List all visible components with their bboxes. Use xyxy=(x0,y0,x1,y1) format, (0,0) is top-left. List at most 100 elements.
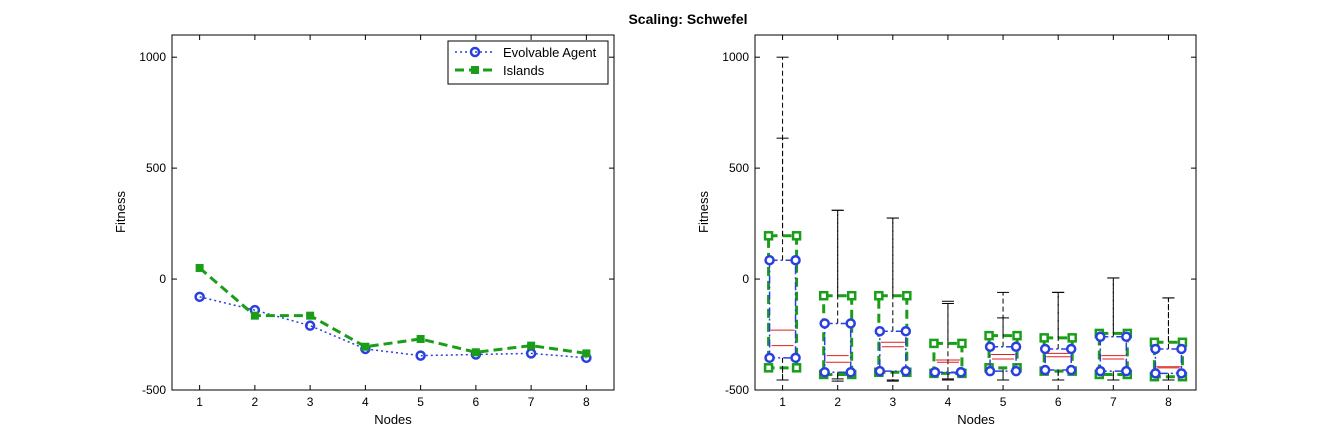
box-corner-marker-agent xyxy=(1150,343,1161,355)
box-corner-marker-islands xyxy=(846,290,857,301)
data-point-agent xyxy=(415,350,426,361)
legend-agent-label: Evolvable Agent xyxy=(503,45,597,60)
box-corner-marker-islands xyxy=(791,363,802,373)
box-corner-marker-islands xyxy=(791,231,802,241)
box-corner-marker-islands xyxy=(929,338,939,349)
box-x-tick-label: 7 xyxy=(1110,395,1117,409)
box-corner-marker-agent xyxy=(764,254,775,266)
box-corner-marker-agent xyxy=(1121,331,1132,342)
box-corner-marker-agent xyxy=(1065,364,1077,376)
data-point-islands xyxy=(471,348,480,357)
box-corner-marker-islands xyxy=(874,290,884,301)
box-x-tick-label: 8 xyxy=(1165,395,1172,409)
box-corner-marker-agent xyxy=(1150,368,1161,379)
box-corner-marker-agent xyxy=(1095,331,1106,342)
box-agent xyxy=(879,330,907,372)
line-x-tick-label: 2 xyxy=(252,395,259,409)
line-x-tick-label: 3 xyxy=(307,395,314,409)
box-corner-marker-agent xyxy=(929,367,941,378)
box-corner-marker-agent xyxy=(845,318,856,329)
box-corner-marker-agent xyxy=(764,352,775,364)
box-corner-marker-islands xyxy=(902,290,912,301)
line-y-tick-label: 1000 xyxy=(139,50,166,64)
legend-islands-marker xyxy=(471,66,479,74)
box-agent xyxy=(989,345,1017,372)
box-corner-marker-agent xyxy=(845,367,856,378)
figure-title: Scaling: Schwefel xyxy=(628,11,747,27)
box-x-tick-label: 3 xyxy=(889,395,896,409)
box-x-tick-label: 1 xyxy=(779,395,786,409)
line-x-tick-label: 1 xyxy=(196,395,203,409)
box-x-tick-label: 6 xyxy=(1055,395,1062,409)
box-corner-marker-agent xyxy=(790,254,801,266)
box-y-tick-label: -500 xyxy=(725,383,749,397)
box-corner-marker-agent xyxy=(1095,365,1106,377)
box-corner-marker-agent xyxy=(1039,364,1051,376)
box-corner-marker-agent xyxy=(874,325,886,337)
box-corner-marker-islands xyxy=(957,338,967,349)
box-corner-marker-islands xyxy=(1039,333,1049,343)
line-y-tick-label: -500 xyxy=(142,383,166,397)
line-x-axis-label: Nodes xyxy=(374,412,412,427)
data-point-islands xyxy=(416,334,425,343)
line-x-tick-label: 6 xyxy=(473,395,480,409)
box-corner-marker-agent xyxy=(900,365,912,377)
legend-agent-marker xyxy=(469,46,481,58)
line-plot-frame xyxy=(171,34,615,391)
box-corner-marker-agent xyxy=(1039,343,1051,355)
box-x-tick-label: 4 xyxy=(945,395,952,409)
legend: Evolvable Agent Islands xyxy=(447,40,609,85)
line-chart-panel: Fitness Nodes 1 2 3 4 5 6 7 8 -500 0 500 1000 Evolv… xyxy=(113,34,615,427)
box-plot-frame xyxy=(754,34,1197,391)
box-y-axis-label: Fitness xyxy=(696,191,711,233)
box-corner-marker-agent xyxy=(1176,343,1187,355)
data-point-islands xyxy=(582,349,591,358)
line-x-tick-label: 7 xyxy=(528,395,535,409)
data-point-agent xyxy=(304,320,316,331)
box-corner-marker-agent xyxy=(819,367,830,378)
box-corner-marker-islands xyxy=(984,330,994,341)
box-y-tick-label: 0 xyxy=(742,272,749,286)
box-corner-marker-agent xyxy=(1065,343,1077,355)
box-corner-marker-islands xyxy=(818,290,829,301)
box-corner-marker-agent xyxy=(955,367,967,378)
data-point-islands xyxy=(250,311,259,320)
box-agent xyxy=(823,322,852,373)
box-plot-panel: Fitness Nodes 1 2 3 4 5 6 7 8 -500 0 500 1000 xyxy=(696,34,1197,427)
box-islands xyxy=(987,334,1019,370)
box-agent xyxy=(1044,348,1072,371)
box-corner-marker-agent xyxy=(1010,365,1022,377)
box-corner-marker-agent xyxy=(1176,368,1187,379)
data-point-islands xyxy=(527,341,536,350)
box-y-tick-label: 1000 xyxy=(722,50,749,64)
line-x-tick-label: 4 xyxy=(362,395,369,409)
data-point-agent xyxy=(194,291,205,303)
box-x-tick-label: 5 xyxy=(1000,395,1007,409)
data-point-islands xyxy=(306,311,315,320)
data-point-islands xyxy=(361,342,370,351)
box-corner-marker-islands xyxy=(763,231,774,241)
box-agent xyxy=(1099,336,1128,372)
box-x-tick-label: 2 xyxy=(834,395,841,409)
box-axis-ticks: 1 2 3 4 5 6 7 8 -500 0 500 1000 xyxy=(722,35,1196,409)
box-corner-marker-islands xyxy=(763,363,774,373)
legend-islands-label: Islands xyxy=(503,63,545,78)
line-y-tick-label: 0 xyxy=(159,272,166,286)
box-corner-marker-agent xyxy=(984,341,996,352)
series-line-islands xyxy=(198,266,587,355)
line-x-tick-label: 8 xyxy=(583,395,590,409)
box-corner-marker-islands xyxy=(1012,330,1022,341)
box-corner-marker-agent xyxy=(1121,365,1132,377)
box-corner-marker-agent xyxy=(984,365,996,377)
box-corner-marker-agent xyxy=(900,325,912,337)
box-agent xyxy=(1154,348,1183,375)
box-corner-marker-agent xyxy=(1010,341,1022,352)
box-corner-marker-islands xyxy=(1067,333,1077,343)
box-series-marks xyxy=(763,56,1188,382)
box-corner-marker-agent xyxy=(874,365,886,377)
line-x-tick-label: 5 xyxy=(417,395,424,409)
line-y-axis-label: Fitness xyxy=(113,191,128,233)
box-corner-marker-agent xyxy=(790,352,801,364)
line-y-tick-label: 500 xyxy=(146,161,166,175)
